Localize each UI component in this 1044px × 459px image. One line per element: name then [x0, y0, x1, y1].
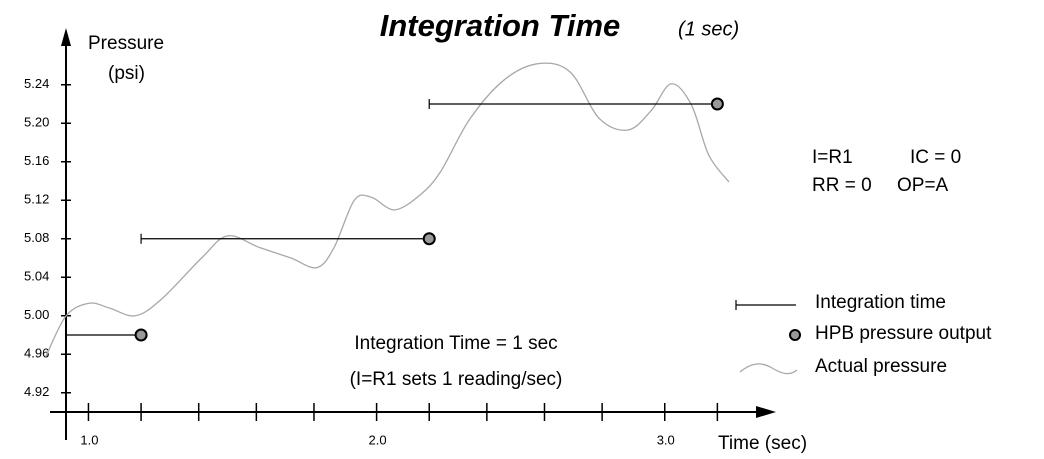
- y-tick-label: 5.24: [24, 76, 49, 91]
- x-axis-arrow: [756, 406, 776, 418]
- legend-pressure: [739, 363, 798, 375]
- setting: RR = 0: [812, 175, 872, 196]
- y-tick-label: 4.96: [24, 346, 49, 361]
- setting: I=R1: [812, 147, 853, 168]
- setting: OP=A: [897, 175, 949, 196]
- output-point: [422, 232, 436, 246]
- x-tick-label: 1.0: [80, 432, 98, 447]
- y-tick-label: 4.92: [24, 384, 49, 399]
- annotation: (I=R1 sets 1 reading/sec): [350, 369, 563, 390]
- annotation: Integration Time = 1 sec: [354, 333, 557, 354]
- x-axis-label: Time (sec): [718, 433, 807, 454]
- pressure-line: [45, 62, 730, 357]
- x-tick-label: 3.0: [657, 432, 675, 447]
- legend-label: Integration time: [815, 292, 946, 313]
- chart-title: Integration Time: [380, 8, 621, 43]
- legend-output: [789, 329, 801, 341]
- y-tick-label: 5.08: [24, 230, 49, 245]
- setting: IC = 0: [910, 147, 961, 168]
- y-tick-label: 5.04: [24, 269, 49, 284]
- y-axis-label: Pressure: [88, 33, 164, 54]
- y-tick-label: 5.20: [24, 115, 49, 130]
- y-axis-label: (psi): [108, 63, 145, 84]
- legend-label: Actual pressure: [815, 356, 947, 377]
- y-axis-arrow: [61, 28, 71, 46]
- y-tick-label: 5.00: [24, 307, 49, 322]
- x-tick-label: 2.0: [369, 432, 387, 447]
- y-tick-label: 5.12: [24, 192, 49, 207]
- chart-subtitle: (1 sec): [678, 18, 739, 40]
- y-tick-label: 5.16: [24, 153, 49, 168]
- legend-label: HPB pressure output: [815, 323, 992, 344]
- output-point: [710, 97, 724, 111]
- output-point: [134, 328, 148, 342]
